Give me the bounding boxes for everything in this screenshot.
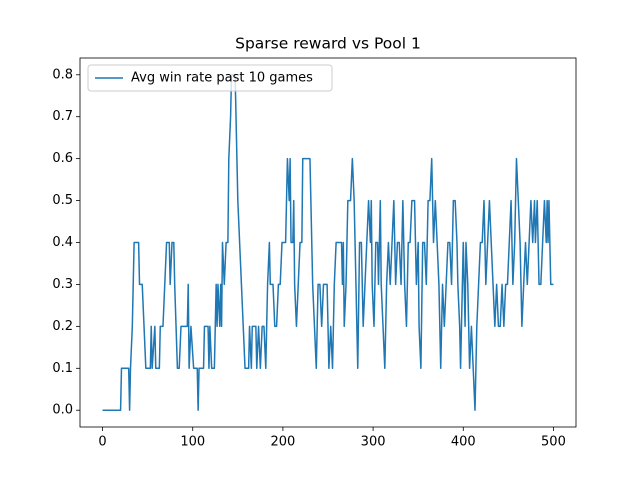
y-tick-label: 0.4 [52, 235, 73, 250]
x-tick-label: 100 [180, 435, 205, 450]
y-tick-label: 0.1 [52, 361, 73, 376]
y-tick-label: 0.3 [52, 277, 73, 292]
x-tick-label: 200 [270, 435, 295, 450]
y-tick-label: 0.0 [52, 403, 73, 418]
legend-label: Avg win rate past 10 games [131, 71, 313, 86]
y-tick-label: 0.6 [52, 151, 73, 166]
y-tick-label: 0.7 [52, 109, 73, 124]
x-tick-label: 300 [361, 435, 386, 450]
chart-title: Sparse reward vs Pool 1 [235, 35, 421, 53]
y-tick-label: 0.2 [52, 319, 73, 334]
x-tick-label: 0 [98, 435, 106, 450]
y-tick-label: 0.5 [52, 193, 73, 208]
x-tick-label: 500 [541, 435, 566, 450]
x-tick-label: 400 [451, 435, 476, 450]
y-tick-label: 0.8 [52, 67, 73, 82]
axes-frame [79, 57, 577, 428]
line-series [102, 74, 554, 411]
legend-box [87, 64, 333, 92]
